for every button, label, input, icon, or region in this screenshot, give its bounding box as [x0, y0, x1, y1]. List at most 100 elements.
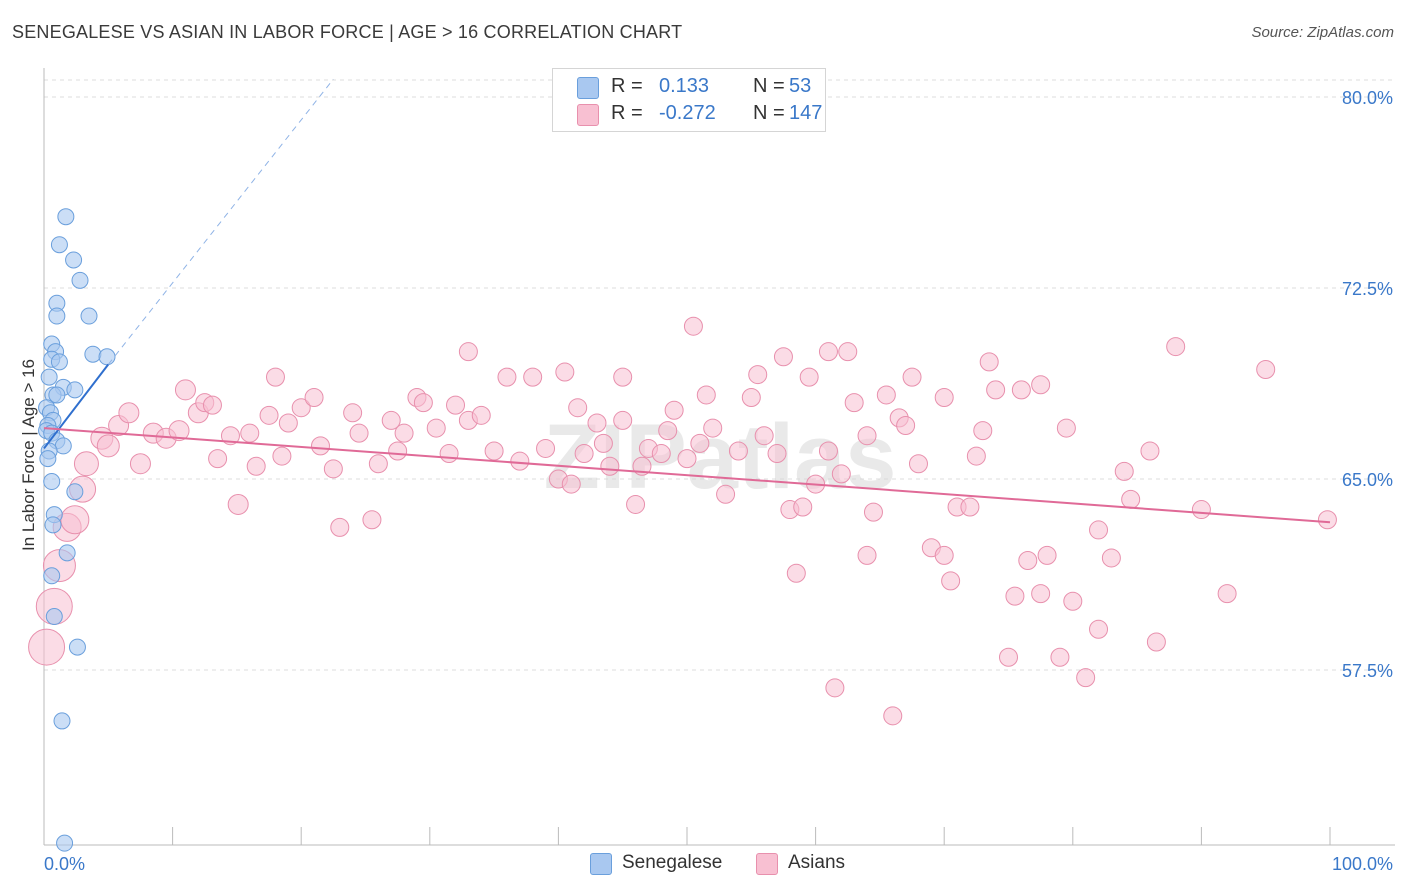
asians-point: [439, 444, 459, 464]
asians-point: [343, 403, 363, 423]
legend-n-value: 53: [789, 75, 812, 97]
asians-point: [876, 385, 896, 405]
x-tick-label: 0.0%: [44, 854, 85, 874]
asians-point: [857, 545, 877, 565]
source-label: Source: ZipAtlas.com: [1251, 24, 1394, 41]
legend-r-label: R =: [611, 75, 643, 97]
asians-point: [825, 678, 845, 698]
asians-point: [129, 453, 151, 475]
asians-point: [986, 380, 1006, 400]
asians-point: [1011, 380, 1031, 400]
asians-point: [265, 367, 285, 387]
asians-point: [908, 454, 928, 474]
asians-point: [388, 441, 408, 461]
asians-point: [1114, 461, 1134, 481]
asians-point: [304, 388, 324, 408]
asians-point: [330, 517, 350, 537]
asians-point: [202, 395, 222, 415]
senegalese-point: [66, 483, 84, 501]
asians-point: [677, 449, 697, 469]
asians-point: [118, 402, 140, 424]
asians-point: [426, 418, 446, 438]
asians-point: [458, 342, 478, 362]
legend-n-value: 147: [789, 102, 823, 124]
asians-point: [1217, 584, 1237, 604]
chart-title: SENEGALESE VS ASIAN IN LABOR FORCE | AGE…: [12, 22, 683, 42]
asians-point: [1063, 591, 1083, 611]
senegalese-point: [43, 567, 61, 585]
asians-point: [728, 441, 748, 461]
asians-point: [844, 393, 864, 413]
asians-point: [1037, 545, 1057, 565]
asians-point: [272, 446, 292, 466]
asians-point: [767, 444, 787, 464]
asians-point: [857, 426, 877, 446]
asians-point: [799, 367, 819, 387]
y-axis-label: In Labor Force | Age > 16: [19, 359, 38, 551]
asians-point: [754, 426, 774, 446]
asians-point: [227, 493, 249, 515]
asians-point: [1050, 647, 1070, 667]
asians-point: [658, 421, 678, 441]
asians-point: [651, 444, 671, 464]
asians-point: [368, 454, 388, 474]
asians-point: [960, 497, 980, 517]
asians-point: [96, 434, 120, 458]
asians-point: [1101, 548, 1121, 568]
asians-point: [748, 365, 768, 385]
senegalese-point: [66, 381, 84, 399]
asians-point: [278, 413, 298, 433]
asians-point: [510, 451, 530, 471]
senegalese-point: [71, 271, 89, 289]
asians-point: [497, 367, 517, 387]
asians-point: [323, 459, 343, 479]
asians-point: [208, 449, 228, 469]
senegalese-points: [38, 208, 116, 852]
senegalese-point: [45, 608, 63, 626]
asians-point: [818, 342, 838, 362]
asians-point: [362, 510, 382, 530]
asians-point: [1121, 489, 1141, 509]
senegalese-trend-extension: [107, 78, 334, 365]
asians-point: [696, 385, 716, 405]
asians-point: [1031, 584, 1051, 604]
asians-point: [973, 421, 993, 441]
asians-point: [291, 398, 311, 418]
asians-points: [28, 316, 1337, 726]
senegalese-point: [80, 307, 98, 325]
asians-point: [600, 456, 620, 476]
asians-point: [613, 410, 633, 430]
bottom-legend-label: Asians: [788, 852, 846, 873]
asians-point: [523, 367, 543, 387]
senegalese-point: [44, 516, 62, 534]
legend-n-label: N =: [753, 102, 785, 124]
asians-point: [934, 388, 954, 408]
asians-point: [28, 628, 66, 666]
asians-point: [741, 388, 761, 408]
asians-point: [1018, 550, 1038, 570]
asians-point: [683, 316, 703, 336]
asians-point: [896, 416, 916, 436]
asians-point: [1089, 520, 1109, 540]
asians-point: [999, 647, 1018, 667]
grid-lines: [44, 79, 1395, 671]
senegalese-point: [39, 450, 57, 468]
asians-point: [587, 413, 607, 433]
bottom-legend-label: Senegalese: [622, 852, 723, 873]
asians-point: [1005, 586, 1025, 606]
asians-point: [1140, 441, 1160, 461]
senegalese-point: [48, 307, 66, 325]
asians-point: [838, 342, 858, 362]
legend-r-value: -0.272: [659, 102, 716, 124]
asians-point: [966, 446, 986, 466]
asians-point: [979, 352, 999, 372]
asians-point: [1089, 619, 1109, 639]
asians-point: [60, 505, 90, 535]
asians-point: [883, 706, 903, 726]
asians-point: [561, 474, 581, 494]
senegalese-point: [56, 834, 74, 852]
legend-swatch-senegalese: [577, 77, 599, 99]
bottom-legend-swatch-senegalese: [590, 853, 612, 875]
asians-point: [831, 464, 851, 484]
senegalese-point: [98, 348, 116, 366]
